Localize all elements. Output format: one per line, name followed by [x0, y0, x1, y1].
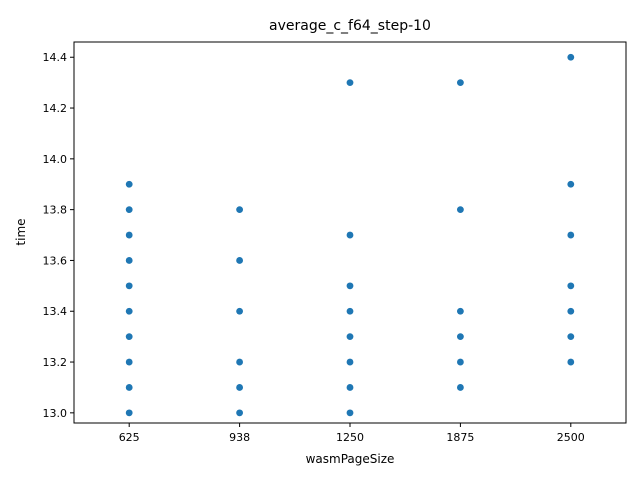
x-tick-label: 2500 — [557, 431, 585, 444]
data-point — [125, 333, 133, 341]
data-point — [125, 206, 133, 214]
x-tick-label: 938 — [229, 431, 250, 444]
data-point — [457, 206, 464, 214]
data-point — [346, 409, 354, 417]
data-point — [346, 231, 354, 239]
y-tick-label: 13.6 — [43, 254, 68, 267]
data-point — [346, 79, 354, 87]
data-point — [457, 384, 464, 391]
data-point — [125, 180, 133, 188]
y-tick-label: 13.0 — [43, 407, 68, 420]
data-point — [236, 384, 244, 391]
data-point — [567, 180, 575, 188]
chart-title: average_c_f64_step-10 — [269, 18, 431, 34]
data-point — [346, 282, 354, 290]
data-point — [125, 231, 133, 239]
y-axis: 13.0 13.2 13.4 13.6 13.8 14.0 14.2 14.4 — [43, 51, 74, 420]
x-axis: 625 938 1250 1875 2500 — [119, 423, 585, 444]
data-point — [346, 358, 354, 366]
points-layer — [125, 53, 575, 417]
data-point — [567, 282, 575, 290]
y-tick-label: 13.8 — [43, 204, 68, 217]
data-point — [346, 333, 354, 341]
data-point — [236, 257, 244, 264]
data-point — [125, 358, 133, 366]
x-tick-label: 625 — [119, 431, 140, 444]
data-point — [236, 206, 244, 214]
data-point — [125, 282, 133, 290]
data-point — [236, 409, 244, 417]
y-tick-label: 14.0 — [43, 153, 68, 166]
data-point — [567, 333, 575, 341]
data-point — [125, 307, 133, 315]
y-tick-label: 14.4 — [43, 51, 68, 64]
y-tick-label: 13.2 — [43, 356, 68, 369]
data-point — [236, 358, 244, 366]
x-tick-label: 1250 — [336, 431, 364, 444]
data-point — [457, 333, 464, 341]
data-point — [346, 384, 354, 391]
data-point — [236, 307, 244, 315]
x-axis-label: wasmPageSize — [306, 452, 395, 466]
data-point — [125, 257, 133, 264]
y-axis-label: time — [14, 218, 28, 245]
data-point — [125, 409, 133, 417]
data-point — [567, 231, 575, 239]
data-point — [125, 384, 133, 391]
data-point — [567, 307, 575, 315]
data-point — [346, 307, 354, 315]
y-tick-label: 14.2 — [43, 102, 68, 115]
data-point — [457, 358, 464, 366]
data-point — [567, 53, 575, 61]
data-point — [457, 79, 464, 87]
data-point — [567, 358, 575, 366]
y-tick-label: 13.4 — [43, 305, 68, 318]
data-point — [457, 307, 464, 315]
x-tick-label: 1875 — [446, 431, 474, 444]
